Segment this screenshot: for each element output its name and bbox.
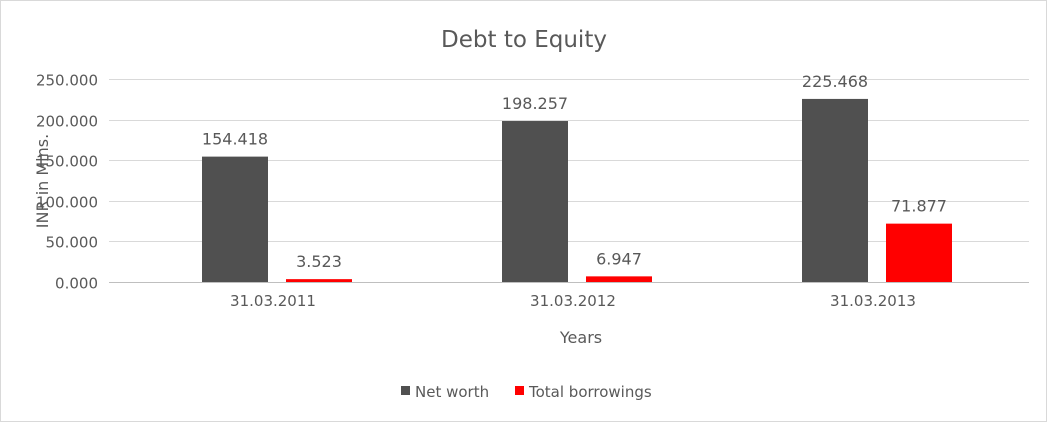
data-label: 154.418 — [202, 130, 268, 149]
data-label: 71.877 — [891, 197, 947, 216]
y-tick-label: 200.000 — [36, 113, 98, 131]
bar-net-worth — [802, 98, 868, 282]
y-tick-label: 150.000 — [36, 153, 98, 171]
legend-swatch-0 — [401, 386, 410, 395]
y-tick-label: 100.000 — [36, 194, 98, 212]
bar-total-borrowings — [586, 276, 652, 282]
legend-label: Total borrowings — [528, 383, 652, 401]
chart-title: Debt to Equity — [441, 27, 607, 53]
legend: Net worth Total borrowings — [401, 383, 652, 401]
y-tick-label: 0.000 — [55, 275, 98, 293]
legend-swatch-1 — [515, 386, 524, 395]
y-axis-label: INR in Mlns. — [33, 134, 52, 228]
data-label: 225.468 — [802, 72, 868, 91]
data-label: 3.523 — [296, 252, 342, 271]
x-axis-label: Years — [559, 328, 602, 347]
bar-net-worth — [502, 121, 568, 282]
bar-total-borrowings — [286, 279, 352, 282]
data-label: 198.257 — [502, 94, 568, 113]
bar-net-worth — [202, 156, 268, 282]
y-tick-label: 50.000 — [46, 234, 99, 252]
x-tick-label: 31.03.2012 — [530, 292, 616, 310]
x-tick-label: 31.03.2013 — [830, 292, 916, 310]
data-label: 6.947 — [596, 249, 642, 268]
x-tick-label: 31.03.2011 — [230, 292, 316, 310]
y-tick-label: 250.000 — [36, 72, 98, 90]
legend-label: Net worth — [415, 383, 489, 401]
bar-total-borrowings — [886, 223, 952, 282]
